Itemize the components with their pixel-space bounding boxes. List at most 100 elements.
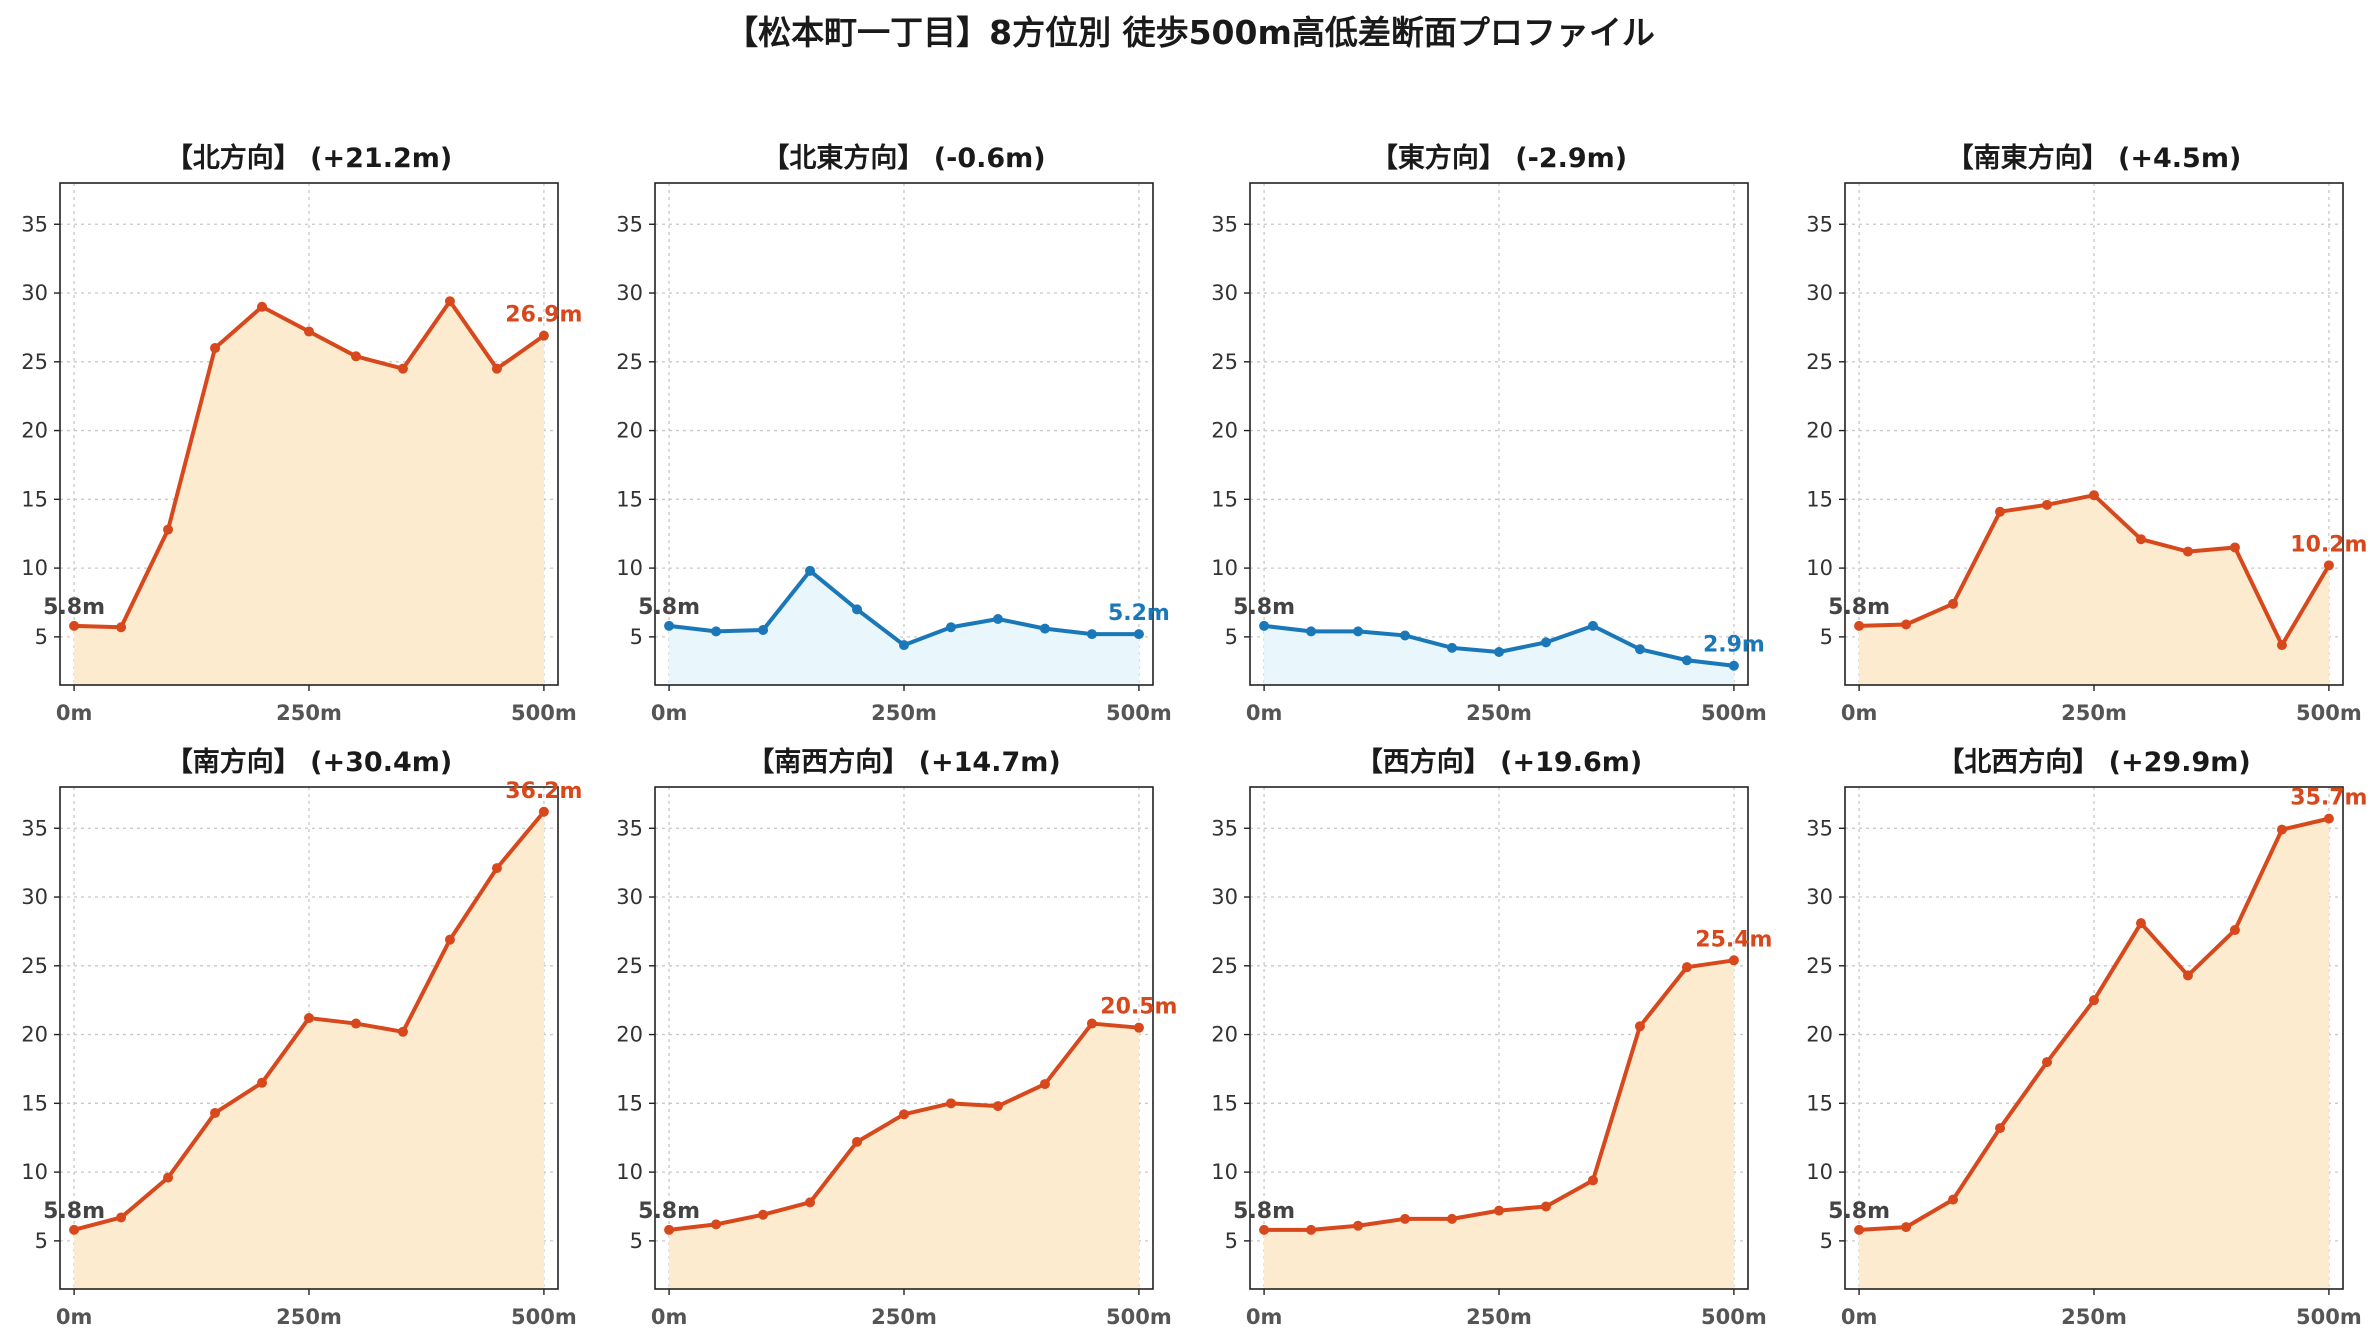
profile-panel: 【北西方向】 (+29.9m) 5 10 15 20 25 30 35 0m 250m 500m 5.… bbox=[1806, 746, 2367, 1329]
data-point bbox=[350, 1018, 361, 1029]
x-tick-label: 500m bbox=[2296, 1305, 2362, 1329]
data-point bbox=[1540, 1201, 1551, 1212]
data-point bbox=[1854, 1224, 1865, 1235]
panel-title: 【西方向】 (+19.6m) bbox=[1356, 746, 1642, 778]
profile-area bbox=[74, 811, 544, 1289]
x-tick-label: 0m bbox=[651, 1305, 688, 1329]
end-elevation-label: 25.4m bbox=[1695, 927, 1772, 952]
data-point bbox=[1948, 598, 1959, 609]
plot-frame bbox=[1844, 182, 2344, 686]
y-tick-label: 10 bbox=[1806, 1160, 1833, 1184]
data-point bbox=[397, 1026, 408, 1037]
data-point bbox=[1995, 1123, 2006, 1134]
data-point bbox=[1728, 660, 1739, 671]
x-tick-label: 500m bbox=[511, 1305, 577, 1329]
x-tick-label: 250m bbox=[1466, 1305, 1532, 1329]
y-tick-label: 5 bbox=[35, 625, 48, 649]
data-point bbox=[664, 620, 675, 631]
y-tick-label: 10 bbox=[616, 556, 643, 580]
x-tick-label: 500m bbox=[1701, 701, 1767, 725]
data-point bbox=[1447, 642, 1458, 653]
y-tick-label: 35 bbox=[21, 212, 48, 236]
data-point bbox=[2229, 542, 2240, 553]
data-point bbox=[2229, 925, 2240, 936]
data-point bbox=[1540, 637, 1551, 648]
y-tick-label: 5 bbox=[35, 1229, 48, 1253]
y-tick-label: 10 bbox=[1806, 556, 1833, 580]
data-point bbox=[257, 1077, 268, 1088]
data-point bbox=[210, 343, 221, 354]
y-tick-label: 25 bbox=[616, 954, 643, 978]
start-elevation-label: 5.8m bbox=[43, 595, 105, 620]
data-point bbox=[444, 296, 455, 307]
y-tick-label: 30 bbox=[616, 281, 643, 305]
y-tick-label: 5 bbox=[1225, 1229, 1238, 1253]
end-elevation-label: 2.9m bbox=[1703, 633, 1765, 658]
data-point bbox=[397, 363, 408, 374]
y-tick-label: 30 bbox=[1211, 885, 1238, 909]
data-point bbox=[1728, 955, 1739, 966]
data-point bbox=[1259, 1224, 1270, 1235]
x-tick-label: 0m bbox=[1246, 1305, 1283, 1329]
x-tick-label: 0m bbox=[1246, 701, 1283, 725]
y-tick-label: 35 bbox=[1806, 212, 1833, 236]
panel-title: 【南方向】 (+30.4m) bbox=[166, 746, 452, 778]
y-tick-label: 15 bbox=[616, 1091, 643, 1115]
data-point bbox=[1447, 1213, 1458, 1224]
data-point bbox=[758, 1209, 769, 1220]
data-point bbox=[1086, 629, 1097, 640]
y-tick-label: 20 bbox=[1806, 419, 1833, 443]
y-tick-label: 25 bbox=[1211, 350, 1238, 374]
y-tick-label: 15 bbox=[21, 487, 48, 511]
data-point bbox=[1995, 506, 2006, 517]
y-tick-label: 20 bbox=[21, 1023, 48, 1047]
y-tick-label: 15 bbox=[616, 487, 643, 511]
end-elevation-label: 20.5m bbox=[1100, 995, 1177, 1020]
y-tick-label: 25 bbox=[21, 350, 48, 374]
data-point bbox=[1494, 646, 1504, 657]
start-elevation-label: 5.8m bbox=[638, 1199, 700, 1224]
y-tick-label: 15 bbox=[1211, 1091, 1238, 1115]
data-point bbox=[1494, 1205, 1504, 1216]
y-tick-label: 5 bbox=[1820, 625, 1833, 649]
profile-panel: 【北方向】 (+21.2m) 5 10 15 20 25 30 35 0m 250m 500m 5.8… bbox=[21, 142, 582, 725]
data-point bbox=[2276, 824, 2287, 835]
data-point bbox=[538, 330, 549, 341]
y-tick-label: 30 bbox=[1211, 281, 1238, 305]
data-point bbox=[1400, 1213, 1411, 1224]
start-elevation-label: 5.8m bbox=[638, 595, 700, 620]
data-point bbox=[491, 363, 502, 374]
x-tick-label: 0m bbox=[1841, 701, 1878, 725]
y-tick-label: 25 bbox=[616, 350, 643, 374]
data-point bbox=[1086, 1018, 1097, 1029]
data-point bbox=[1854, 620, 1865, 631]
data-point bbox=[1306, 1224, 1317, 1235]
data-point bbox=[1948, 1194, 1959, 1205]
end-elevation-label: 5.2m bbox=[1108, 601, 1170, 626]
profile-area bbox=[1264, 960, 1734, 1289]
data-point bbox=[1039, 1079, 1050, 1090]
data-point bbox=[210, 1107, 221, 1118]
x-tick-label: 250m bbox=[871, 1305, 937, 1329]
data-point bbox=[664, 1224, 675, 1235]
y-tick-label: 10 bbox=[21, 556, 48, 580]
data-point bbox=[116, 622, 127, 633]
data-point bbox=[2089, 995, 2099, 1006]
data-point bbox=[992, 1101, 1003, 1112]
y-tick-label: 25 bbox=[21, 954, 48, 978]
data-point bbox=[758, 624, 769, 635]
y-tick-label: 35 bbox=[1211, 816, 1238, 840]
y-tick-label: 25 bbox=[1211, 954, 1238, 978]
panel-title: 【北方向】 (+21.2m) bbox=[166, 142, 452, 174]
y-tick-label: 20 bbox=[616, 1023, 643, 1047]
data-point bbox=[444, 934, 455, 945]
data-point bbox=[945, 1098, 956, 1109]
start-elevation-label: 5.8m bbox=[1233, 595, 1295, 620]
data-point bbox=[1634, 644, 1645, 655]
data-point bbox=[852, 1136, 863, 1147]
data-point bbox=[1039, 623, 1050, 634]
data-point bbox=[2182, 546, 2193, 557]
panel-title: 【南東方向】 (+4.5m) bbox=[1947, 142, 2242, 174]
